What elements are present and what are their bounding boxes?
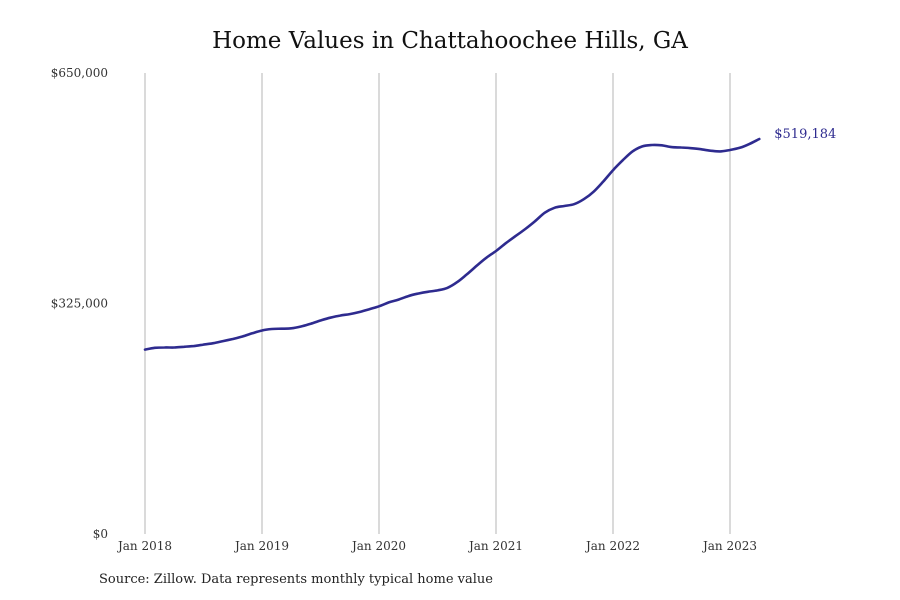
data-point (475, 264, 479, 268)
data-point (289, 326, 293, 330)
data-point (728, 148, 732, 152)
data-point (679, 145, 683, 149)
data-point (455, 280, 459, 284)
grid-lines (144, 73, 731, 534)
data-point (270, 327, 274, 331)
data-point (465, 272, 469, 276)
data-point (163, 345, 167, 349)
x-tick-label: Jan 2020 (350, 539, 406, 553)
data-point (621, 158, 625, 162)
data-point (611, 168, 615, 172)
data-point (280, 327, 284, 331)
data-point (709, 149, 713, 153)
data-point (299, 325, 303, 329)
data-point (260, 328, 264, 332)
data-point (367, 307, 371, 311)
data-point (211, 341, 215, 345)
data-point (660, 143, 664, 147)
data-point (221, 339, 225, 343)
data-point (514, 234, 518, 238)
data-point (543, 211, 547, 215)
home-value-line (143, 137, 761, 351)
x-tick-label: Jan 2022 (584, 539, 640, 553)
chart-title: Home Values in Chattahoochee Hills, GA (212, 28, 688, 54)
data-point (640, 144, 644, 148)
data-point (718, 149, 722, 153)
data-point (153, 346, 157, 350)
x-tick-label: Jan 2023 (701, 539, 757, 553)
data-point (338, 314, 342, 318)
data-point (631, 149, 635, 153)
data-point (504, 241, 508, 245)
data-point (445, 286, 449, 290)
data-point (202, 343, 206, 347)
y-tick-label: $325,000 (51, 297, 108, 311)
data-point (523, 227, 527, 231)
data-points (143, 137, 761, 352)
y-axis-ticks: $0 $325,000 $650,000 (51, 66, 108, 541)
data-point (757, 137, 761, 141)
data-point (406, 294, 410, 298)
x-axis-ticks: Jan 2018 Jan 2019 Jan 2020 Jan 2021 Jan 2022… (116, 539, 757, 553)
y-tick-label: $0 (93, 527, 108, 541)
data-point (319, 319, 323, 323)
data-point (387, 300, 391, 304)
x-tick-label: Jan 2018 (116, 539, 172, 553)
data-point (562, 204, 566, 208)
data-point (348, 312, 352, 316)
data-point (182, 345, 186, 349)
data-point (358, 310, 362, 314)
data-point (143, 348, 147, 352)
data-point (738, 146, 742, 150)
data-point (748, 142, 752, 146)
data-point (328, 316, 332, 320)
data-point (416, 292, 420, 296)
x-tick-label: Jan 2021 (467, 539, 523, 553)
data-point (572, 202, 576, 206)
y-tick-label: $650,000 (51, 66, 108, 80)
data-point (397, 298, 401, 302)
data-point (436, 288, 440, 292)
data-point (533, 219, 537, 223)
data-point (309, 322, 313, 326)
data-point (670, 145, 674, 149)
data-point (231, 337, 235, 341)
data-point (699, 147, 703, 151)
data-point (582, 197, 586, 201)
data-point (650, 143, 654, 147)
data-point (494, 249, 498, 253)
data-point (689, 146, 693, 150)
data-point (192, 344, 196, 348)
source-note: Source: Zillow. Data represents monthly … (99, 572, 493, 587)
data-point (250, 331, 254, 335)
data-point (377, 304, 381, 308)
data-point (426, 290, 430, 294)
end-value-label: $519,184 (774, 127, 836, 142)
data-point (601, 180, 605, 184)
x-tick-label: Jan 2019 (233, 539, 289, 553)
data-point (241, 334, 245, 338)
data-point (553, 206, 557, 210)
data-point (484, 256, 488, 260)
data-point (592, 190, 596, 194)
data-point (172, 345, 176, 349)
